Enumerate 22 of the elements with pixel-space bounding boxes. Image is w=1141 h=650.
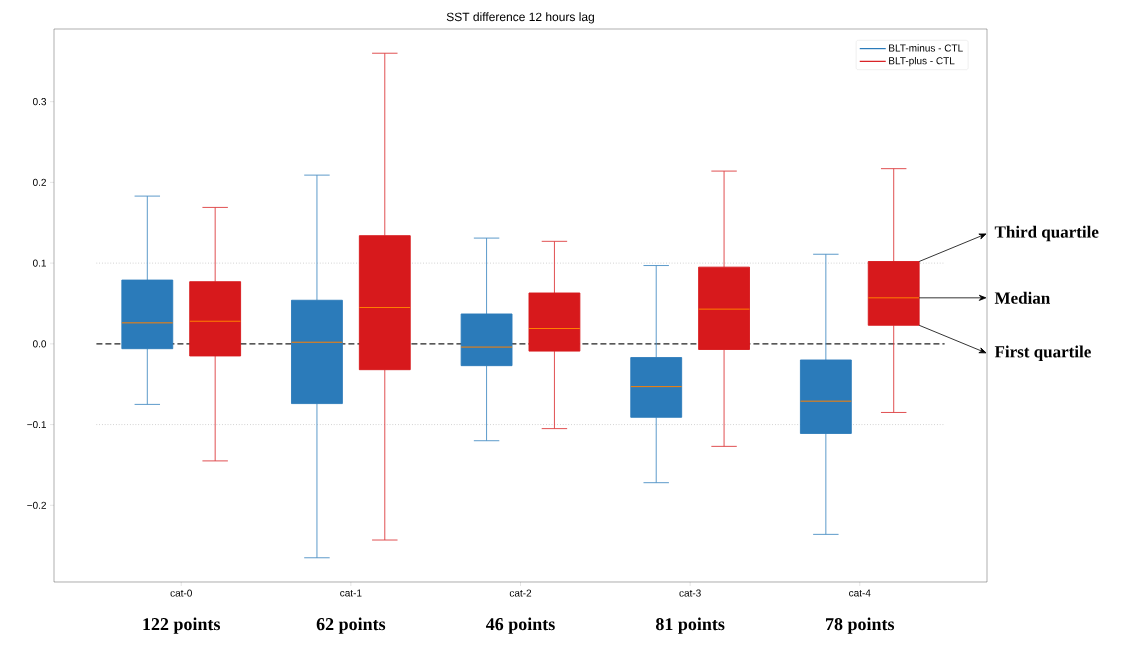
text: 62 points [316,617,386,634]
legend-label: BLT-minus - CTL [889,44,963,52]
legend-label: BLT-plus - CTL [889,56,955,67]
y-tick-label: 0.3 [32,98,47,106]
chart-title: SST difference 12 hours lag [446,12,594,24]
x-tick-label: cat-3 [679,589,701,597]
y-tick-label: −0.1 [27,421,46,429]
text: 122 points [143,617,221,634]
y-tick-label: 0.1 [32,259,46,267]
x-tick-label: cat-4 [849,589,871,597]
x-tick-label: cat-0 [170,589,192,597]
text: First quartile [994,345,1091,361]
y-tick-label: 0.2 [32,178,46,186]
text: Third quartile [994,225,1099,242]
text: 46 points [485,617,555,634]
y-tick-label: −0.2 [27,501,46,509]
text: Median [994,291,1051,304]
text: 81 points [655,617,725,634]
x-tick-label: cat-2 [509,589,532,597]
y-tick-label: 0.0 [32,340,47,348]
x-tick-label: cat-1 [340,589,362,597]
text: 78 points [826,617,895,634]
